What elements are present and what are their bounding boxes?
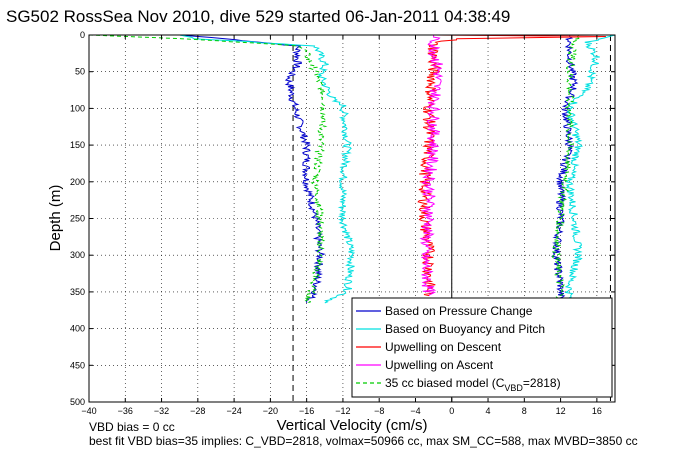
y-tick-label: 450 xyxy=(70,360,85,370)
best-fit-note: best fit VBD bias=35 implies: C_VBD=2818… xyxy=(89,434,638,448)
legend-entry: Based on Buoyancy and Pitch xyxy=(385,322,545,336)
legend-entry: Based on Pressure Change xyxy=(385,304,533,318)
y-tick-label: 150 xyxy=(70,140,85,150)
x-tick-label: −40 xyxy=(81,406,96,416)
y-tick-label: 350 xyxy=(70,287,85,297)
legend-entry: Upwelling on Ascent xyxy=(385,358,494,372)
series-line xyxy=(551,34,583,300)
legend-entry-label: Upwelling on Ascent xyxy=(385,358,494,372)
data-series xyxy=(88,34,616,304)
legend-entry-label: Based on Buoyancy and Pitch xyxy=(385,322,545,336)
legend-box xyxy=(351,297,613,398)
series-line xyxy=(88,34,328,304)
y-tick-label: 50 xyxy=(75,67,85,77)
chart-title: SG502 RossSea Nov 2010, dive 529 started… xyxy=(6,7,510,26)
y-axis-ticks: 0 50 100 150 200 250 300 350 400 450 500 xyxy=(70,30,615,407)
x-tick-label: −12 xyxy=(335,406,350,416)
x-tick-label: −4 xyxy=(410,406,420,416)
vbd-bias-note: VBD bias = 0 cc xyxy=(89,420,175,434)
x-tick-label: 8 xyxy=(522,406,527,416)
y-tick-label: 500 xyxy=(70,397,85,407)
x-tick-label: −32 xyxy=(154,406,169,416)
x-tick-label: −24 xyxy=(226,406,241,416)
legend-entry-label: 35 cc biased model (C xyxy=(385,376,505,390)
y-tick-label: 200 xyxy=(70,177,85,187)
series-line xyxy=(179,34,326,303)
legend-entry: Upwelling on Descent xyxy=(385,340,502,354)
x-tick-label: −16 xyxy=(299,406,314,416)
x-tick-label: 16 xyxy=(592,406,602,416)
x-tick-label: 0 xyxy=(449,406,454,416)
x-tick-label: 12 xyxy=(556,406,566,416)
y-tick-label: 0 xyxy=(80,30,85,40)
legend-entry-suffix: =2818) xyxy=(523,376,561,390)
y-tick-label: 250 xyxy=(70,214,85,224)
series-line xyxy=(564,34,616,300)
series-line xyxy=(179,34,356,304)
x-tick-label: −28 xyxy=(190,406,205,416)
legend-entry: 35 cc biased model (CVBD=2818) xyxy=(385,376,561,393)
x-axis-label: Vertical Velocity (cm/s) xyxy=(277,417,428,434)
legend: Based on Pressure Change Based on Buoyanc… xyxy=(351,297,613,398)
y-tick-label: 400 xyxy=(70,324,85,334)
legend-entry-subscript: VBD xyxy=(504,383,523,393)
x-tick-label: 4 xyxy=(486,406,491,416)
y-tick-label: 100 xyxy=(70,103,85,113)
legend-entry-label: Based on Pressure Change xyxy=(385,304,533,318)
x-tick-label: −8 xyxy=(374,406,384,416)
series-line xyxy=(419,35,444,296)
x-axis-ticks: −40 −36 −32 −28 −24 −20 −16 −12 −8 −4 0 4 8 12 16 xyxy=(81,35,602,416)
y-tick-label: 300 xyxy=(70,250,85,260)
x-tick-label: −36 xyxy=(118,406,133,416)
legend-entry-label: Upwelling on Descent xyxy=(385,340,502,354)
x-tick-label: −20 xyxy=(263,406,278,416)
y-axis-label: Depth (m) xyxy=(47,185,64,252)
